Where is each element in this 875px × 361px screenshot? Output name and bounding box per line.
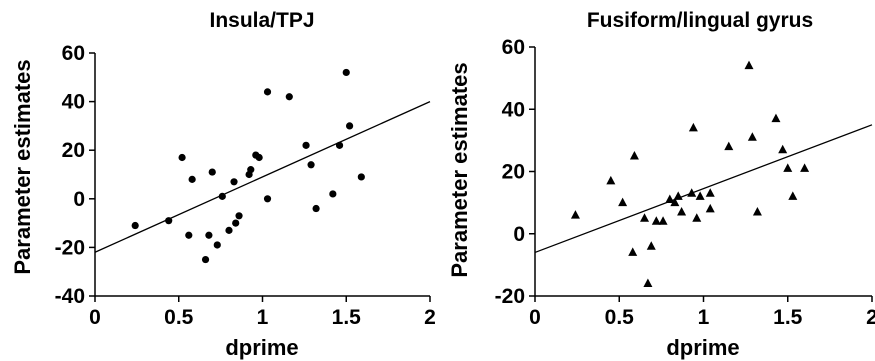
data-point xyxy=(618,197,628,207)
regression-line xyxy=(534,124,873,254)
data-point xyxy=(677,206,687,216)
y-tick-label: 0 xyxy=(513,223,525,246)
data-point xyxy=(752,206,762,216)
y-tick-label: 60 xyxy=(62,42,85,65)
x-tick-label: 2 xyxy=(424,306,436,329)
data-point xyxy=(692,213,702,222)
y-tick-label: 60 xyxy=(502,36,525,59)
data-point xyxy=(783,163,793,172)
x-tick-label: 1.5 xyxy=(773,306,803,329)
y-tick-label: 40 xyxy=(502,98,525,121)
data-point xyxy=(230,178,238,186)
data-point xyxy=(335,141,344,149)
y-tick-label: 40 xyxy=(62,91,85,114)
x-tick-label: 1 xyxy=(257,306,269,329)
data-point xyxy=(302,141,310,149)
y-tick-label: -40 xyxy=(55,285,85,308)
data-point xyxy=(178,153,186,162)
data-point xyxy=(724,141,734,151)
x-tick-label: 2 xyxy=(866,306,875,329)
data-point xyxy=(342,68,350,77)
data-point xyxy=(673,191,683,200)
panel-fusiform-lingual-gyrus: Fusiform/lingual gyrus Parameter estimat… xyxy=(447,9,875,360)
x-axis-label: dprime xyxy=(225,335,298,360)
x-tick-label: 0.5 xyxy=(605,306,635,329)
data-point xyxy=(201,255,210,264)
data-point xyxy=(205,231,213,239)
data-point xyxy=(747,132,757,141)
data-point xyxy=(695,191,705,200)
data-point xyxy=(778,144,788,154)
data-point xyxy=(188,175,196,183)
data-point xyxy=(629,150,639,160)
data-point xyxy=(357,173,365,181)
data-point xyxy=(628,247,638,256)
data-point xyxy=(185,231,193,239)
data-point xyxy=(263,195,272,203)
chart-title: Insula/TPJ xyxy=(209,9,314,32)
data-point xyxy=(646,241,656,250)
data-point xyxy=(285,93,293,101)
data-point xyxy=(235,212,243,220)
data-point xyxy=(346,122,354,130)
y-axis-label: Parameter estimates xyxy=(447,62,472,277)
data-point xyxy=(213,241,221,249)
y-tick-label: -20 xyxy=(495,285,525,308)
data-point xyxy=(800,163,810,172)
data-point xyxy=(247,166,255,174)
data-point xyxy=(640,213,650,222)
data-point xyxy=(705,203,715,213)
data-point xyxy=(165,217,173,225)
data-point xyxy=(312,204,320,213)
y-tick-label: 0 xyxy=(73,188,85,211)
data-point xyxy=(263,88,272,96)
x-tick-label: 0 xyxy=(529,306,541,329)
y-tick-label: 20 xyxy=(62,139,85,162)
y-tick-label: -20 xyxy=(55,236,85,259)
data-point xyxy=(687,188,697,197)
data-point xyxy=(570,210,580,219)
data-point xyxy=(705,188,715,197)
y-tick-label: 20 xyxy=(502,161,525,184)
data-point xyxy=(643,278,653,288)
data-point xyxy=(670,197,680,207)
data-point xyxy=(329,190,337,198)
data-point xyxy=(131,221,139,230)
data-point xyxy=(771,113,781,123)
y-axis-label: Parameter estimates xyxy=(10,59,35,274)
data-point xyxy=(255,153,263,162)
data-point xyxy=(208,168,216,176)
data-point xyxy=(665,194,675,204)
data-point xyxy=(688,122,698,132)
data-point xyxy=(232,219,240,227)
x-tick-label: 1 xyxy=(698,306,710,329)
data-point xyxy=(218,192,226,200)
x-tick-label: 0 xyxy=(89,306,101,329)
regression-line xyxy=(94,101,431,253)
data-point xyxy=(225,226,233,234)
x-tick-label: 1.5 xyxy=(332,306,362,329)
data-point xyxy=(606,175,616,185)
chart-title: Fusiform/lingual gyrus xyxy=(587,9,813,32)
data-point xyxy=(658,216,668,225)
panel-insula-tpj: Insula/TPJ Parameter estimates dprime 60… xyxy=(10,9,436,360)
data-point xyxy=(788,191,798,200)
x-tick-label: 0.5 xyxy=(164,306,194,329)
x-axis-label: dprime xyxy=(666,335,739,360)
data-point xyxy=(744,60,754,70)
data-point xyxy=(307,161,315,169)
data-point xyxy=(651,216,661,225)
